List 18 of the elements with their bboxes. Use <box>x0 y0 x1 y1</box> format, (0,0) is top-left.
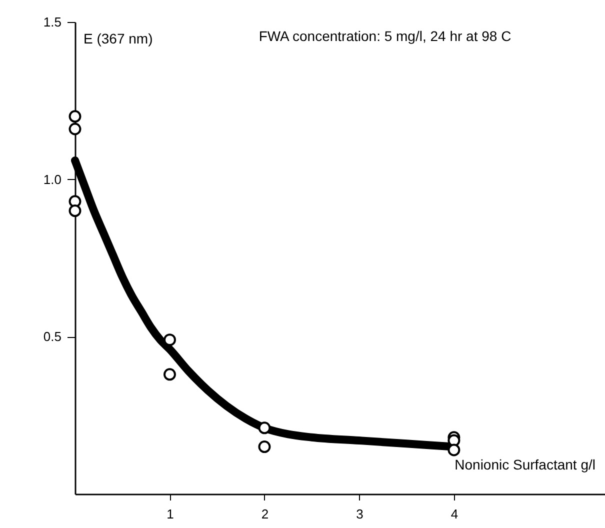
x-axis-title: Nonionic Surfactant g/l <box>454 456 596 472</box>
y-tick-label: 0.5 <box>43 329 62 344</box>
point <box>258 440 271 454</box>
point <box>68 122 82 136</box>
chart-title: FWA concentration: 5 mg/l, 24 hr at 98 C <box>258 28 512 44</box>
x-tick-label: 4 <box>450 506 458 522</box>
x-tick-label: 1 <box>166 506 174 522</box>
point <box>68 110 82 123</box>
x-tick-label: 3 <box>356 506 364 522</box>
y-axis-title: E (367 nm) <box>84 30 153 46</box>
point <box>448 444 460 456</box>
y-tick-label: 1.5 <box>43 14 62 30</box>
point <box>68 204 82 218</box>
x-tick-label: 2 <box>261 506 269 522</box>
point <box>163 368 176 381</box>
point <box>163 334 176 346</box>
y-tick-label: 1.0 <box>43 172 62 187</box>
point <box>258 422 271 434</box>
